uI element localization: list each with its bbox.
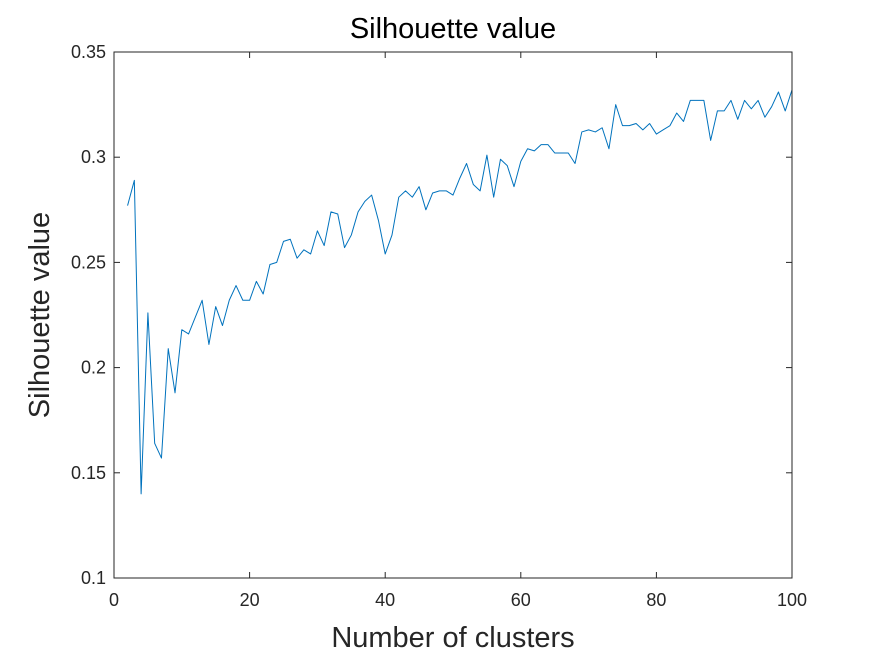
y-tick-label: 0.1 (81, 568, 106, 588)
y-tick-label: 0.25 (71, 252, 106, 272)
y-tick-label: 0.15 (71, 463, 106, 483)
axes-box (113, 51, 793, 579)
x-tick-label: 20 (240, 590, 260, 610)
ticks-layer: 0 20 40 60 80 100 0.1 0.15 0.2 0.25 0.3 0.35 (71, 42, 807, 610)
x-axis-title: Number of clusters (331, 622, 574, 654)
chart-title: Silhouette value (350, 13, 556, 45)
y-tick-label: 0.35 (71, 42, 106, 62)
y-axis-title: Silhouette value (24, 212, 56, 418)
y-tick-label: 0.3 (81, 147, 106, 167)
plot-area (114, 52, 792, 578)
x-tick-label: 100 (777, 590, 807, 610)
x-tick-label: 60 (511, 590, 531, 610)
y-tick-label: 0.2 (81, 358, 106, 378)
x-tick-label: 0 (109, 590, 119, 610)
series-line (127, 89, 793, 495)
x-tick-label: 40 (375, 590, 395, 610)
x-tick-label: 80 (646, 590, 666, 610)
